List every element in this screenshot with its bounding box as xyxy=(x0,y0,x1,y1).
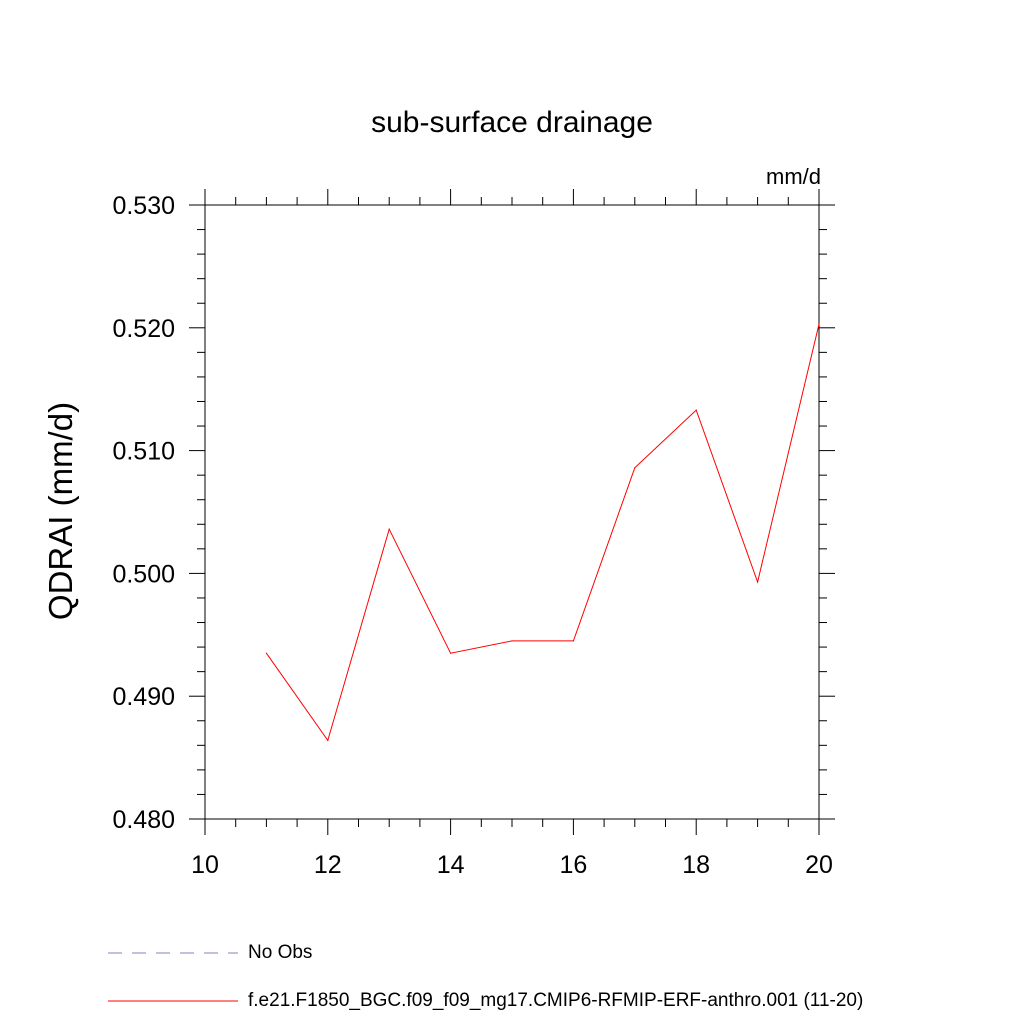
data-point xyxy=(634,467,636,469)
x-tick-label: 14 xyxy=(437,851,465,879)
data-point xyxy=(450,652,452,654)
series-layer xyxy=(265,323,820,742)
data-point xyxy=(265,652,267,654)
legend-item-series: f.e21.F1850_BGC.f09_f09_mg17.CMIP6-RFMIP… xyxy=(108,989,988,1013)
units-label: mm/d xyxy=(766,164,821,189)
x-tick-label: 18 xyxy=(682,851,710,879)
y-tick-label: 0.500 xyxy=(112,560,175,588)
legend-label-series: f.e21.F1850_BGC.f09_f09_mg17.CMIP6-RFMIP… xyxy=(248,990,864,1011)
y-tick-label: 0.490 xyxy=(112,683,175,711)
legend-swatch-dashed xyxy=(108,952,238,954)
legend-label-no-obs: No Obs xyxy=(248,942,313,963)
chart-title: sub-surface drainage xyxy=(371,106,653,139)
x-tick-label: 10 xyxy=(191,851,219,879)
legend-item-no-obs: No Obs xyxy=(108,941,908,965)
x-tick-label: 16 xyxy=(559,851,587,879)
y-tick-label: 0.510 xyxy=(112,438,175,466)
plot-frame xyxy=(204,204,820,820)
y-tick-label: 0.520 xyxy=(112,315,175,343)
axes: 10 12 14 16 18 20 0.480 0.490 0.500 0.510 0.520 0.5… xyxy=(112,189,835,879)
data-point xyxy=(757,581,759,583)
x-tick-label: 12 xyxy=(314,851,342,879)
data-point xyxy=(572,640,575,642)
data-point xyxy=(695,409,697,411)
legend-swatch-solid xyxy=(108,1000,238,1002)
data-point xyxy=(511,640,513,642)
data-point xyxy=(388,528,390,530)
data-point xyxy=(818,323,820,325)
y-tick-label: 0.480 xyxy=(112,806,175,834)
data-point xyxy=(327,739,329,742)
series-line-0 xyxy=(265,323,820,742)
x-tick-label: 20 xyxy=(805,851,833,879)
y-tick-label: 0.530 xyxy=(112,192,175,220)
